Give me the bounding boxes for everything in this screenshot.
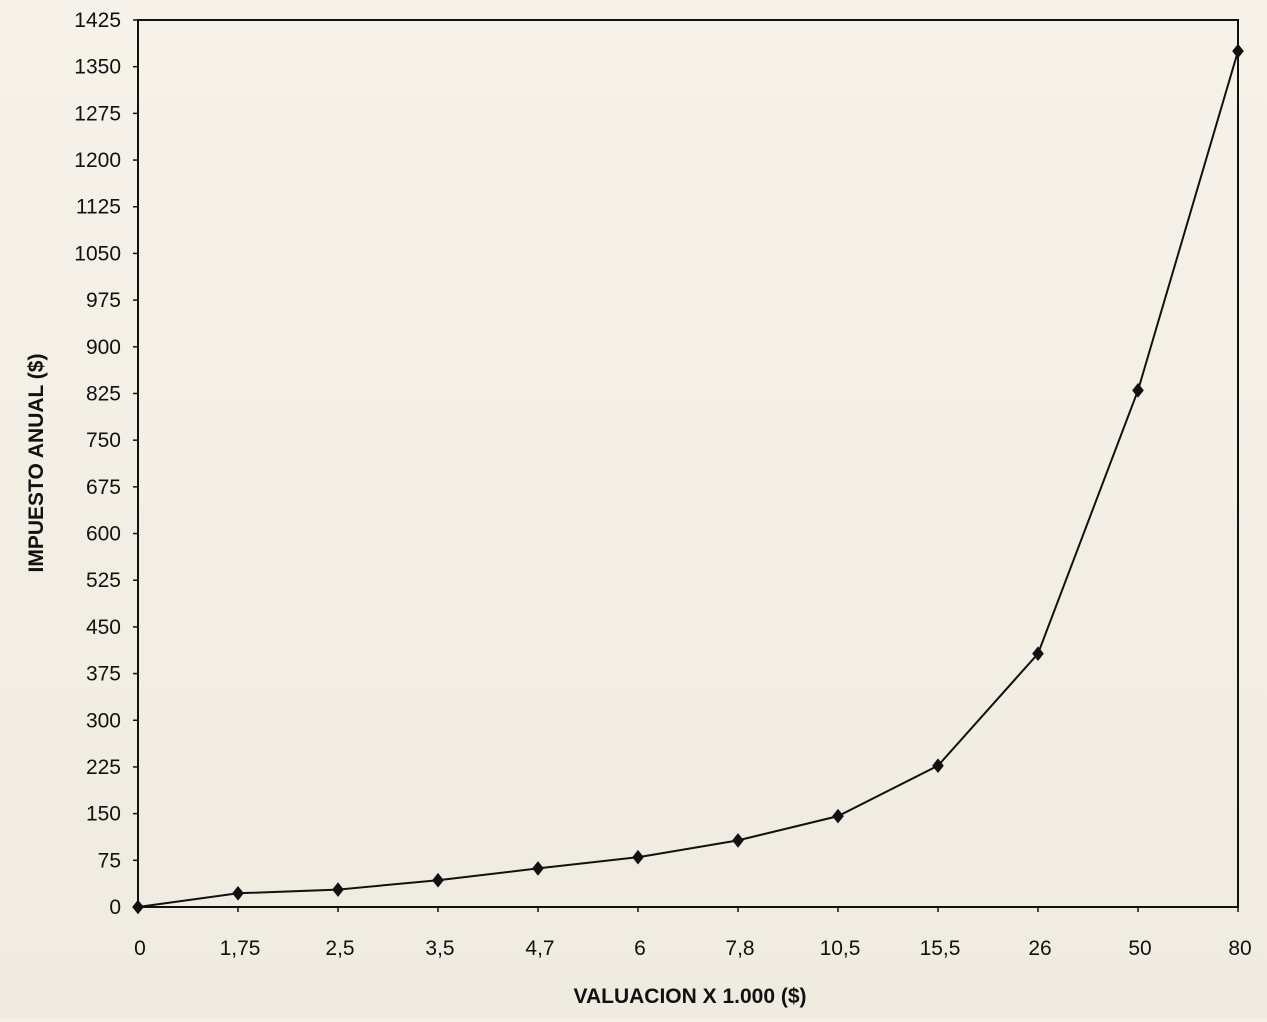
x-tick-label: 26 bbox=[1028, 937, 1051, 960]
y-tick-label: 1275 bbox=[74, 102, 121, 125]
x-tick-label: 3,5 bbox=[425, 937, 454, 960]
y-tick-label: 375 bbox=[86, 663, 121, 686]
x-tick-label: 1,75 bbox=[220, 937, 261, 960]
x-tick-label: 2,5 bbox=[325, 937, 354, 960]
data-point-marker bbox=[232, 886, 244, 901]
y-tick-label: 150 bbox=[86, 803, 121, 826]
data-point-marker bbox=[732, 833, 744, 848]
x-tick-label: 50 bbox=[1128, 937, 1151, 960]
series-layer bbox=[132, 43, 1244, 915]
data-point-marker bbox=[1132, 383, 1144, 398]
data-point-marker bbox=[932, 758, 944, 774]
data-point-marker bbox=[632, 849, 644, 865]
y-tick-label: 1125 bbox=[76, 196, 121, 219]
y-tick-label: 750 bbox=[86, 429, 121, 452]
y-tick-label: 525 bbox=[86, 569, 121, 592]
data-point-marker bbox=[132, 899, 144, 915]
data-point-marker bbox=[1232, 43, 1244, 59]
data-point-marker bbox=[432, 872, 444, 888]
y-axis-title: IMPUESTO ANUAL ($) bbox=[25, 354, 48, 573]
x-tick-label: 6 bbox=[634, 937, 646, 960]
y-tick-label: 300 bbox=[86, 709, 121, 732]
y-axis-ticks: 0 75 150 225 300 375 450 525 600 675 750 825 900 975 1… bbox=[74, 9, 138, 919]
data-point-marker bbox=[532, 861, 544, 876]
data-point-marker bbox=[332, 882, 344, 897]
y-tick-label: 225 bbox=[86, 756, 121, 779]
x-tick-label: 7,8 bbox=[725, 937, 754, 960]
y-tick-label: 600 bbox=[86, 523, 121, 546]
y-tick-label: 75 bbox=[98, 849, 121, 872]
x-axis-title: VALUACION X 1.000 ($) bbox=[574, 985, 807, 1008]
y-tick-label: 1425 bbox=[74, 9, 121, 32]
y-tick-label: 825 bbox=[86, 382, 121, 405]
x-tick-label: 10,5 bbox=[820, 937, 861, 960]
x-tick-label: 80 bbox=[1228, 937, 1251, 960]
y-tick-label: 975 bbox=[86, 289, 121, 312]
x-axis-ticks: 0 1,75 2,5 3,5 4,7 6 7,8 10,5 15,5 26 50 80 bbox=[134, 907, 1252, 960]
x-tick-label: 0 bbox=[134, 937, 146, 960]
data-point-marker bbox=[1032, 646, 1044, 661]
y-tick-label: 1350 bbox=[74, 56, 121, 79]
series-line bbox=[137, 50, 1239, 908]
y-tick-label: 900 bbox=[86, 336, 121, 359]
data-point-marker bbox=[832, 808, 844, 824]
y-tick-label: 1050 bbox=[74, 242, 121, 265]
x-tick-label: 4,7 bbox=[525, 937, 554, 960]
x-tick-label: 15,5 bbox=[920, 937, 961, 960]
y-tick-label: 450 bbox=[86, 616, 121, 639]
plot-area bbox=[137, 19, 1239, 908]
y-tick-label: 1200 bbox=[74, 149, 121, 172]
y-tick-label: 0 bbox=[109, 896, 121, 919]
y-tick-label: 675 bbox=[86, 476, 121, 499]
